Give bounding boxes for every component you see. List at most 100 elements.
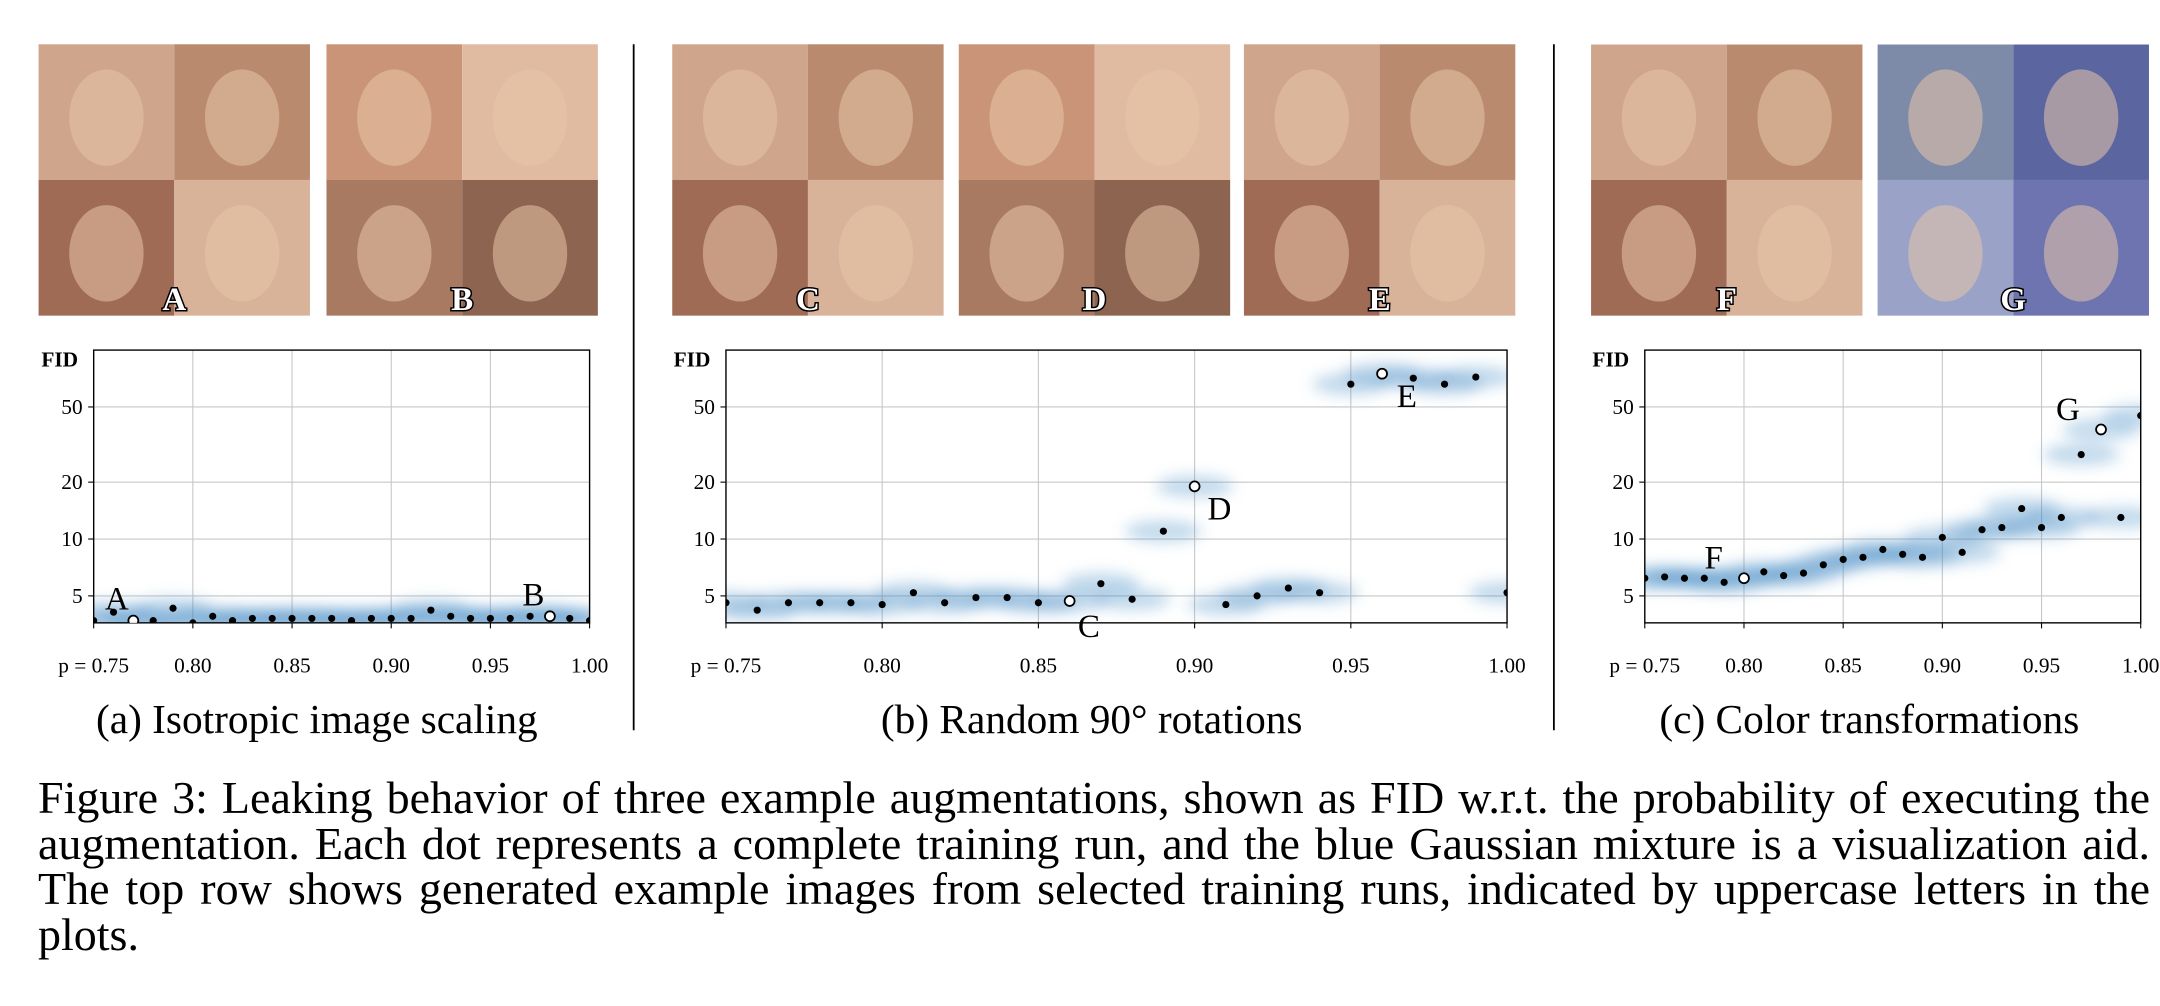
face	[1125, 205, 1200, 302]
face	[2043, 205, 2119, 302]
face	[357, 69, 432, 166]
training-run	[1938, 533, 1946, 541]
training-run	[2018, 504, 2026, 513]
training-run	[149, 617, 157, 623]
y-tick-label: 10	[61, 527, 82, 551]
image-label: F	[1717, 282, 1737, 318]
example-image: E	[1243, 44, 1516, 320]
training-run	[189, 619, 197, 623]
face	[492, 205, 568, 302]
face	[1757, 69, 1832, 166]
x-tick-label: p = 0.75	[58, 653, 129, 677]
example-image: G	[1877, 44, 2149, 320]
training-run	[1918, 553, 1927, 561]
example-image: B	[326, 44, 598, 320]
face	[492, 69, 568, 166]
y-tick-label: 50	[694, 395, 715, 419]
training-run	[288, 614, 296, 622]
points	[1644, 412, 2141, 586]
training-run	[109, 608, 118, 616]
x-tick-label: p = 0.75	[1609, 653, 1680, 677]
training-run	[526, 612, 534, 620]
selected-run	[544, 610, 556, 623]
point-label: C	[1078, 609, 1100, 645]
training-run	[1958, 548, 1966, 556]
points	[725, 367, 1508, 614]
training-run	[209, 612, 217, 620]
training-run	[941, 599, 949, 607]
x-tick-label: 0.90	[1924, 653, 1961, 677]
training-run	[486, 614, 494, 622]
training-run	[1409, 374, 1417, 382]
face	[1908, 205, 1983, 302]
training-run	[427, 606, 435, 614]
training-run	[1316, 589, 1324, 597]
training-run	[1159, 527, 1167, 535]
face	[1125, 69, 1200, 166]
training-run	[586, 617, 590, 623]
training-run	[1978, 526, 1986, 534]
points	[93, 604, 590, 623]
point-label: D	[1207, 491, 1231, 527]
face	[1908, 69, 1983, 166]
mixture-blob	[1468, 581, 1508, 604]
y-tick-label: 5	[1623, 584, 1634, 608]
training-run	[1097, 580, 1105, 588]
face	[702, 69, 778, 166]
selected-run	[2095, 423, 2107, 436]
training-run	[1222, 600, 1230, 609]
training-run	[1347, 380, 1355, 388]
face	[989, 205, 1064, 302]
training-run	[1503, 589, 1508, 597]
training-run	[2117, 513, 2125, 522]
y-tick-label: 50	[61, 395, 82, 419]
training-run	[566, 614, 574, 622]
point-label: B	[522, 577, 544, 613]
training-run	[93, 617, 98, 623]
training-run	[1680, 574, 1689, 582]
training-run	[1859, 553, 1867, 561]
face	[1410, 69, 1485, 166]
point-label: G	[2056, 392, 2080, 428]
y-tick-label: 5	[704, 584, 715, 608]
training-run	[1284, 584, 1292, 592]
x-tick-label: 0.80	[174, 653, 211, 677]
subplot-title: (c) Color transformations	[1659, 696, 2079, 743]
training-run	[1472, 373, 1480, 381]
training-run	[248, 614, 256, 622]
training-run	[909, 589, 918, 597]
image-label: A	[162, 282, 186, 318]
face	[1274, 205, 1349, 302]
point-label: A	[105, 582, 129, 618]
training-run	[847, 599, 855, 607]
face	[1410, 205, 1485, 302]
y-axis-label: FID	[1592, 348, 1629, 372]
face	[989, 69, 1064, 166]
face	[204, 205, 280, 302]
y-tick-label: 10	[1612, 527, 1633, 551]
x-tick-label: p = 0.75	[691, 653, 762, 677]
x-tick-label: 0.85	[1020, 653, 1057, 677]
training-run	[1700, 574, 1708, 582]
point-label: F	[1704, 541, 1722, 577]
y-tick-label: 20	[61, 470, 82, 494]
x-tick-label: 1.00	[2122, 653, 2159, 677]
caption: Figure 3: Leaking behavior of three exam…	[38, 772, 2150, 960]
face	[69, 205, 144, 302]
training-run	[1440, 380, 1449, 388]
training-run	[387, 614, 395, 622]
training-run	[1998, 523, 2006, 532]
example-image: F	[1591, 44, 1863, 320]
training-run	[1899, 550, 1907, 558]
training-run	[1879, 545, 1887, 554]
y-axis-label: FID	[41, 348, 78, 372]
x-tick-label: 0.95	[472, 653, 509, 677]
y-tick-label: 5	[72, 584, 83, 608]
y-tick-label: 10	[694, 527, 715, 551]
subplot-title: (b) Random 90° rotations	[881, 696, 1303, 743]
training-run	[466, 614, 475, 622]
example-image: C	[672, 44, 944, 320]
training-run	[2137, 412, 2141, 420]
training-run	[447, 612, 455, 620]
